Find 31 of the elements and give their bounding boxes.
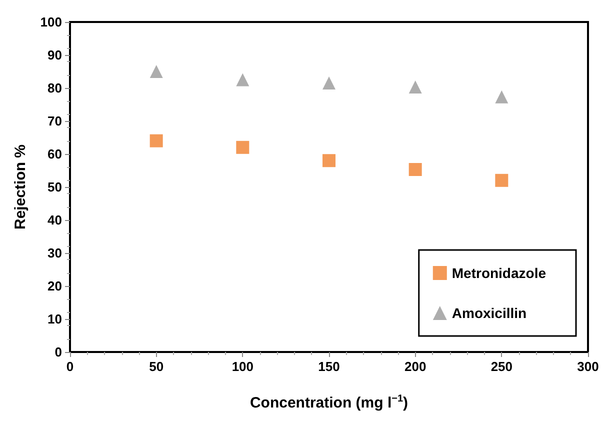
y-axis-title: Rejection % [12, 144, 29, 230]
point [150, 65, 163, 78]
x-tick-label: 300 [577, 359, 599, 374]
x-tick-label: 150 [318, 359, 340, 374]
y-tick-label: 90 [48, 48, 62, 62]
y-tick-label: 30 [48, 246, 62, 260]
x-tick-label: 50 [149, 359, 164, 374]
y-tick-label: 20 [48, 278, 62, 294]
x-tick-label: 200 [404, 359, 426, 374]
legend-label: Metronidazole [452, 265, 546, 281]
point [495, 174, 508, 187]
point [495, 90, 508, 104]
y-tick-label: 100 [40, 14, 62, 30]
y-tick-label: 40 [48, 212, 62, 228]
x-tick-label: 250 [490, 359, 513, 374]
x-tick-label: 100 [232, 359, 254, 374]
y-tick-label: 80 [48, 80, 62, 96]
point [236, 140, 250, 154]
point [322, 76, 336, 90]
y-tick-label: 60 [48, 146, 62, 162]
y-tick-label: 70 [48, 114, 62, 128]
legend-label: Amoxicillin [452, 305, 527, 321]
point [408, 80, 422, 94]
point [150, 134, 163, 148]
point [408, 163, 422, 176]
point [236, 73, 250, 86]
x-tick-label: 0 [66, 359, 74, 374]
y-tick-label: 0 [54, 344, 62, 360]
point [322, 154, 336, 168]
y-tick-label: 50 [48, 180, 62, 194]
y-tick-label: 10 [48, 312, 62, 326]
